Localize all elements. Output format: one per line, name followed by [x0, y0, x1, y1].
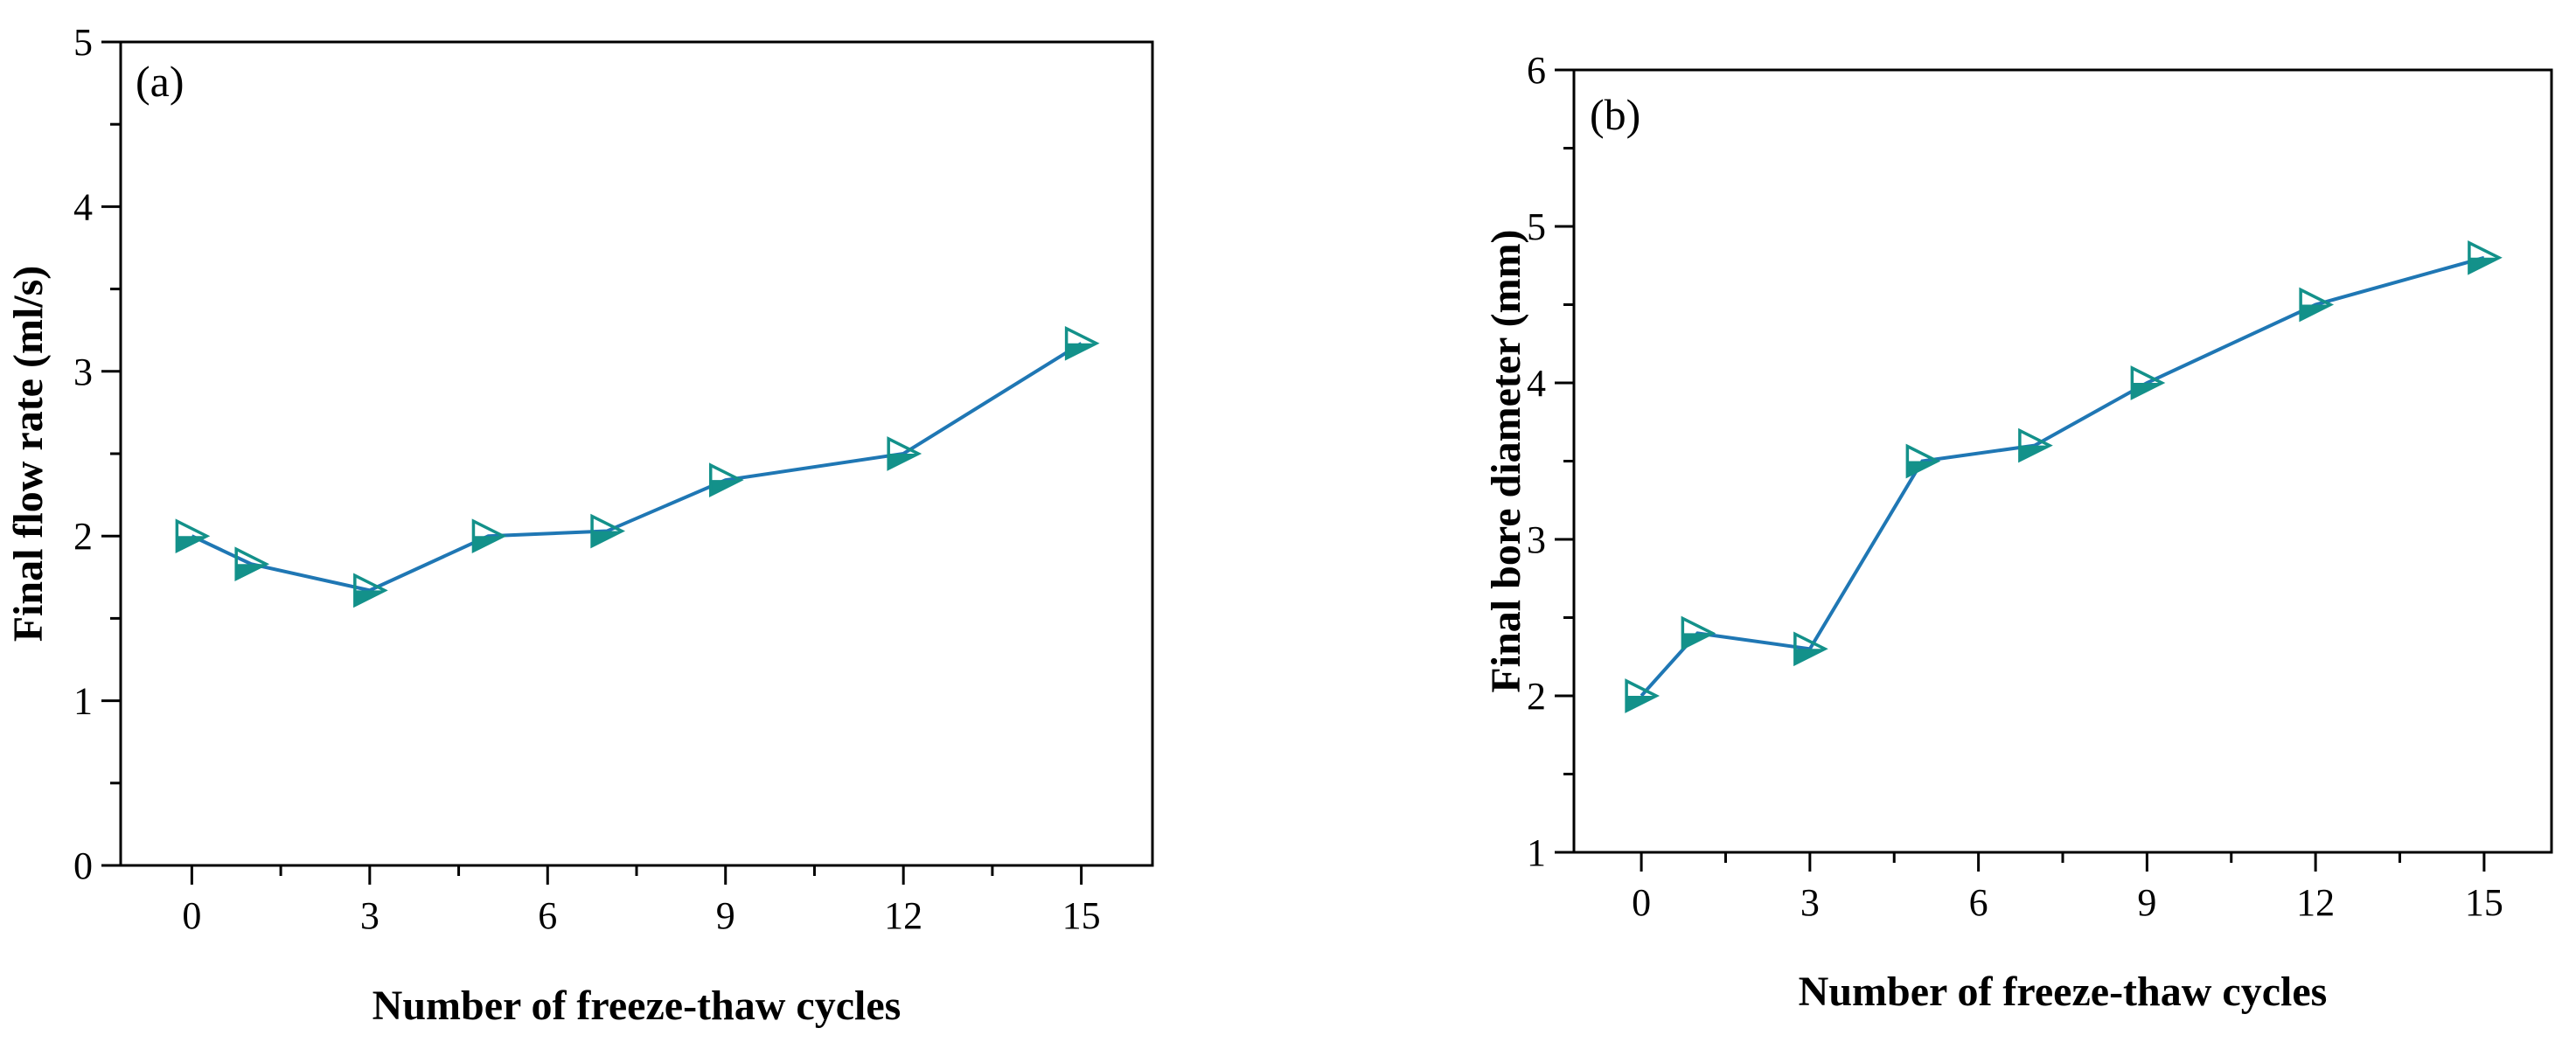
y-tick-label: 1 — [73, 680, 93, 723]
data-point-marker — [1905, 443, 1941, 479]
y-tick-label: 1 — [1527, 831, 1546, 874]
data-point-marker — [175, 518, 211, 554]
data-point-marker — [1064, 325, 1100, 361]
x-tick-label: 12 — [2296, 881, 2335, 924]
x-tick-label: 15 — [2465, 881, 2503, 924]
data-point-marker — [1625, 678, 1660, 713]
data-point-marker — [353, 573, 388, 608]
series-line — [1640, 255, 2485, 698]
data-point-marker — [1793, 631, 1828, 667]
y-tick-label: 2 — [73, 515, 93, 558]
plot-frame — [1572, 68, 2553, 854]
data-point-marker — [2468, 240, 2503, 275]
x-tick-label: 6 — [538, 894, 557, 937]
x-tick-label: 0 — [1632, 881, 1651, 924]
x-tick-label: 0 — [182, 894, 201, 937]
data-point-marker — [2130, 365, 2166, 400]
panel-label: (b) — [1590, 90, 1640, 139]
y-tick-label: 0 — [73, 844, 93, 887]
data-point-marker — [2018, 427, 2053, 463]
y-axis-title: Final flow rate (ml/s) — [5, 266, 52, 643]
plot-frame — [119, 40, 1154, 867]
data-point-marker — [708, 462, 744, 497]
x-tick-label: 12 — [884, 894, 922, 937]
x-axis-title: Number of freeze-thaw cycles — [1799, 969, 2328, 1015]
series-line — [191, 342, 1083, 593]
y-tick-label: 3 — [1527, 518, 1546, 561]
panel-label: (a) — [136, 57, 184, 106]
x-tick-label: 6 — [1969, 881, 1988, 924]
x-tick-label: 9 — [716, 894, 735, 937]
data-point-marker — [2299, 287, 2335, 323]
x-tick-label: 3 — [360, 894, 379, 937]
data-point-marker — [1681, 615, 1716, 651]
x-tick-label: 9 — [2137, 881, 2156, 924]
x-axis-title: Number of freeze-thaw cycles — [372, 983, 902, 1029]
y-tick-label: 3 — [73, 351, 93, 393]
y-axis-title: Final bore diameter (mm) — [1483, 229, 1529, 692]
y-tick-label: 5 — [1527, 205, 1546, 248]
data-point-marker — [234, 546, 270, 582]
y-tick-label: 6 — [1527, 49, 1546, 92]
data-point-marker — [590, 513, 626, 549]
data-point-marker — [471, 518, 507, 554]
y-tick-label: 5 — [73, 21, 93, 64]
x-tick-label: 15 — [1062, 894, 1101, 937]
y-tick-label: 4 — [73, 185, 93, 228]
y-tick-label: 4 — [1527, 362, 1546, 405]
x-tick-label: 3 — [1800, 881, 1820, 924]
y-tick-label: 2 — [1527, 675, 1546, 718]
data-point-marker — [887, 436, 922, 471]
